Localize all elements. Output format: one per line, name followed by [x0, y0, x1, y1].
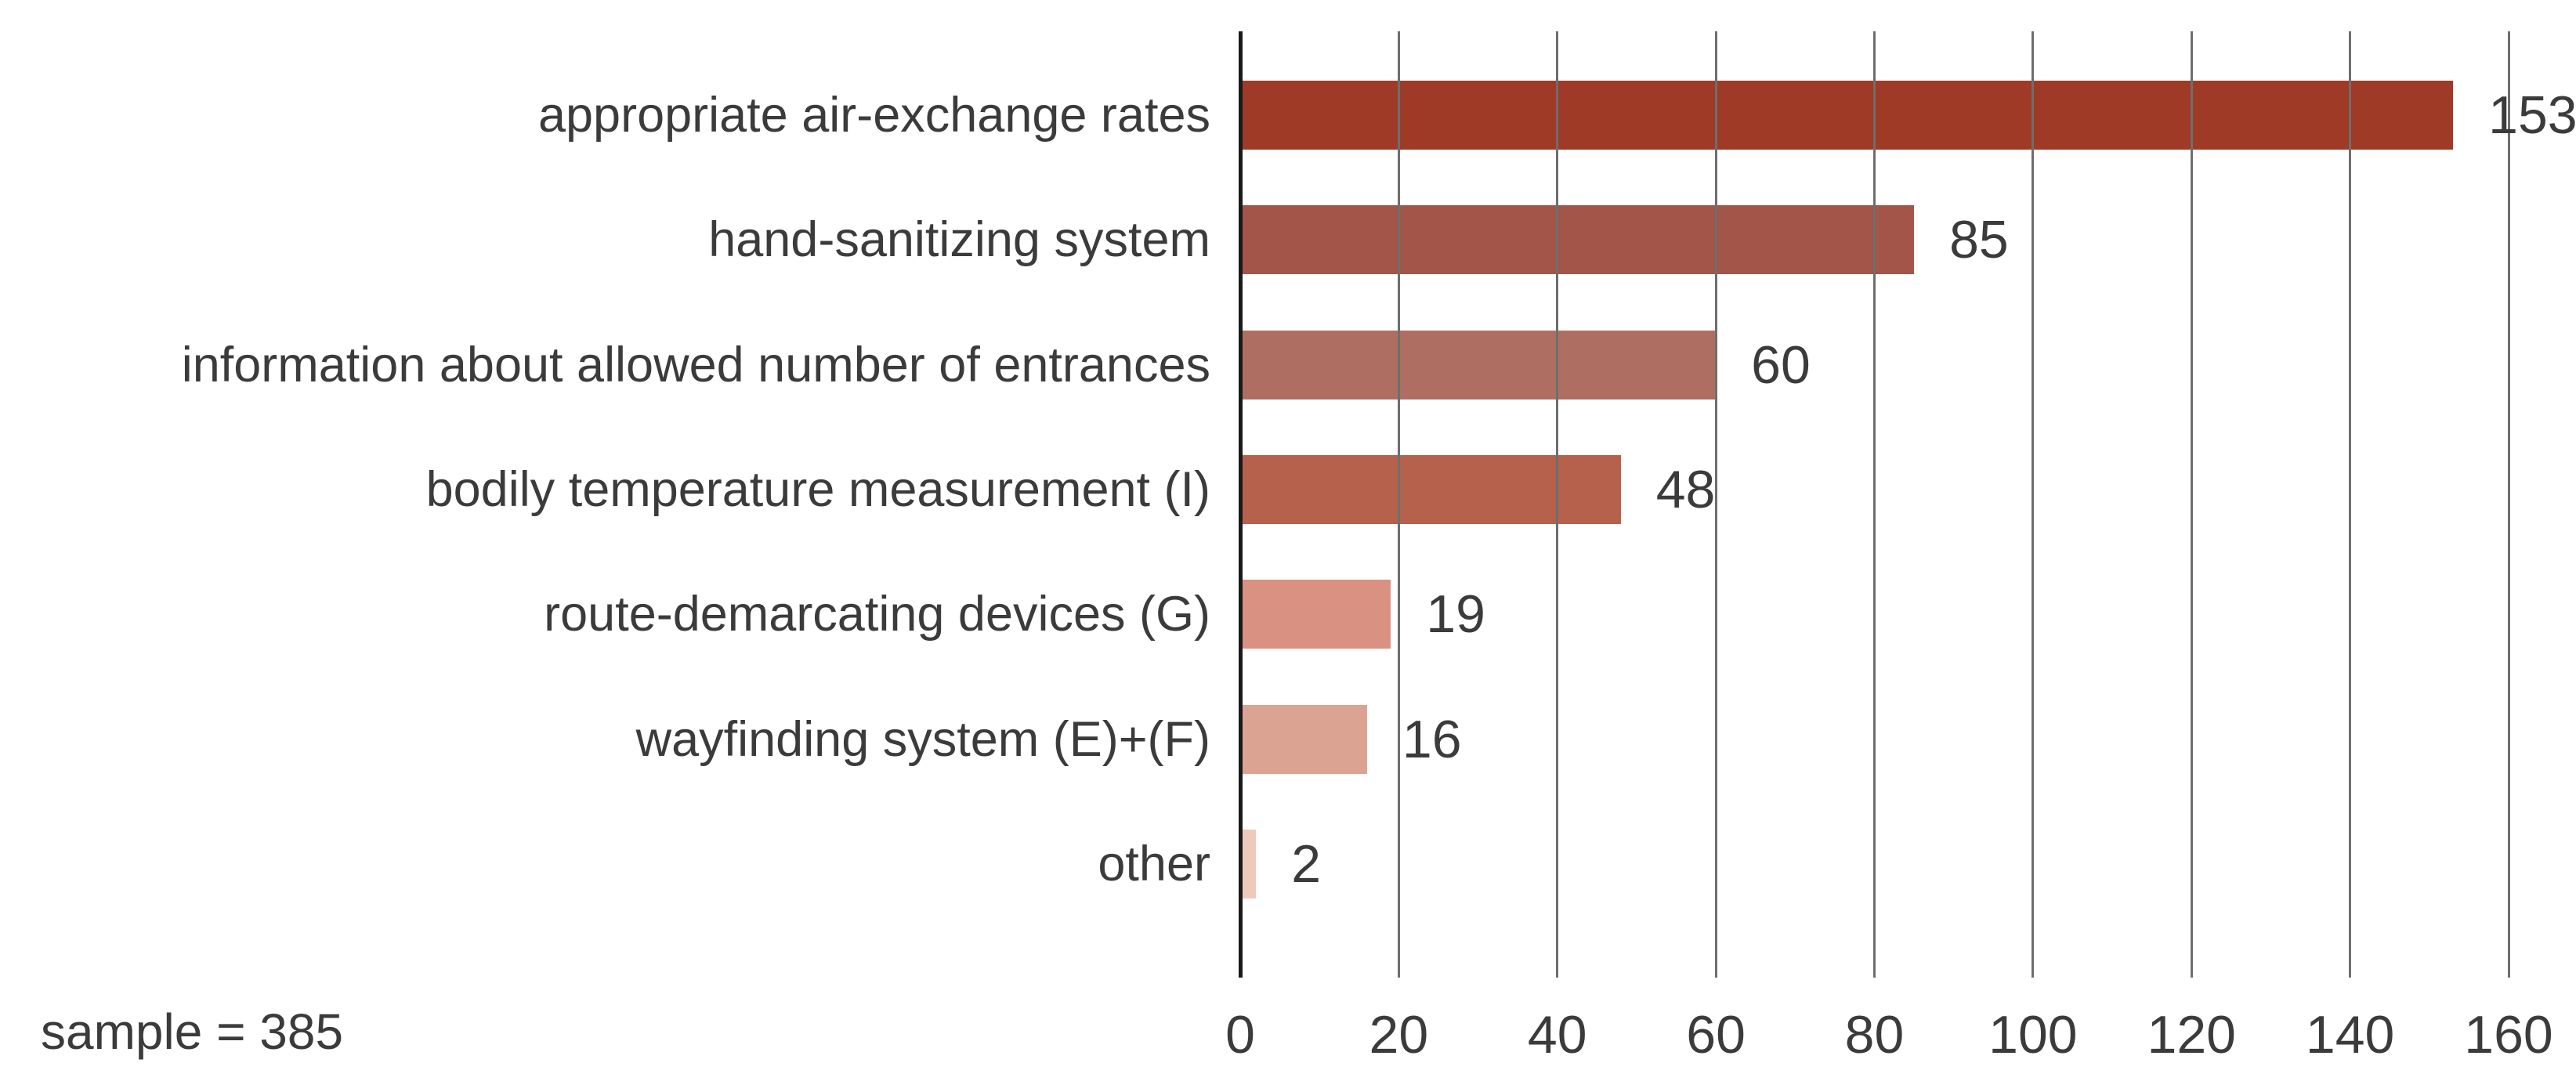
value-label-4: 48: [1655, 459, 1716, 519]
value-label-1: 153: [2488, 85, 2576, 145]
category-label-1: appropriate air-exchange rates: [537, 88, 1210, 143]
category-label-2: hand-sanitizing system: [708, 212, 1210, 268]
x-tick-label-40: 40: [1527, 1005, 1587, 1065]
value-label-7: 2: [1291, 833, 1322, 894]
x-tick-label-140: 140: [2305, 1005, 2395, 1065]
x-tick-label-160: 160: [2464, 1005, 2553, 1065]
x-tick-label-100: 100: [1988, 1005, 2078, 1065]
bar-2: [1240, 205, 1915, 275]
value-label-2: 85: [1949, 210, 2009, 270]
value-label-5: 19: [1426, 584, 1485, 645]
gridline-x-80: [1873, 31, 1876, 978]
bar-5: [1240, 580, 1391, 649]
bar-3: [1240, 330, 1717, 400]
sample-size-footnote: sample = 385: [41, 1003, 344, 1060]
x-tick-label-0: 0: [1225, 1005, 1255, 1065]
category-label-4: bodily temperature measurement (I): [425, 461, 1210, 517]
x-tick-label-80: 80: [1844, 1005, 1905, 1065]
x-tick-label-120: 120: [2147, 1005, 2236, 1065]
gridline-x-40: [1556, 31, 1559, 978]
bar-6: [1240, 704, 1367, 774]
value-label-3: 60: [1751, 334, 1811, 395]
gridline-x-120: [2190, 31, 2193, 978]
gridline-x-160: [2507, 31, 2510, 978]
y-axis-line: [1238, 31, 1243, 978]
x-tick-label-20: 20: [1369, 1005, 1429, 1065]
x-tick-label-60: 60: [1686, 1005, 1746, 1065]
gridline-x-60: [1714, 31, 1717, 978]
value-label-6: 16: [1402, 709, 1462, 769]
gridline-x-20: [1397, 31, 1400, 978]
category-label-3: information about allowed number of entr…: [181, 337, 1210, 392]
category-label-6: wayfinding system (E)+(F): [635, 711, 1210, 767]
plot-area: 153 85 60 48 19 16 2: [1238, 31, 2576, 978]
bar-4: [1240, 454, 1621, 524]
bar-1: [1240, 81, 2454, 150]
bar-7: [1240, 829, 1257, 898]
category-label-7: other: [1098, 836, 1210, 891]
gridline-x-100: [2031, 31, 2035, 978]
gridline-x-140: [2349, 31, 2352, 978]
category-label-5: route-demarcating devices (G): [544, 587, 1210, 642]
